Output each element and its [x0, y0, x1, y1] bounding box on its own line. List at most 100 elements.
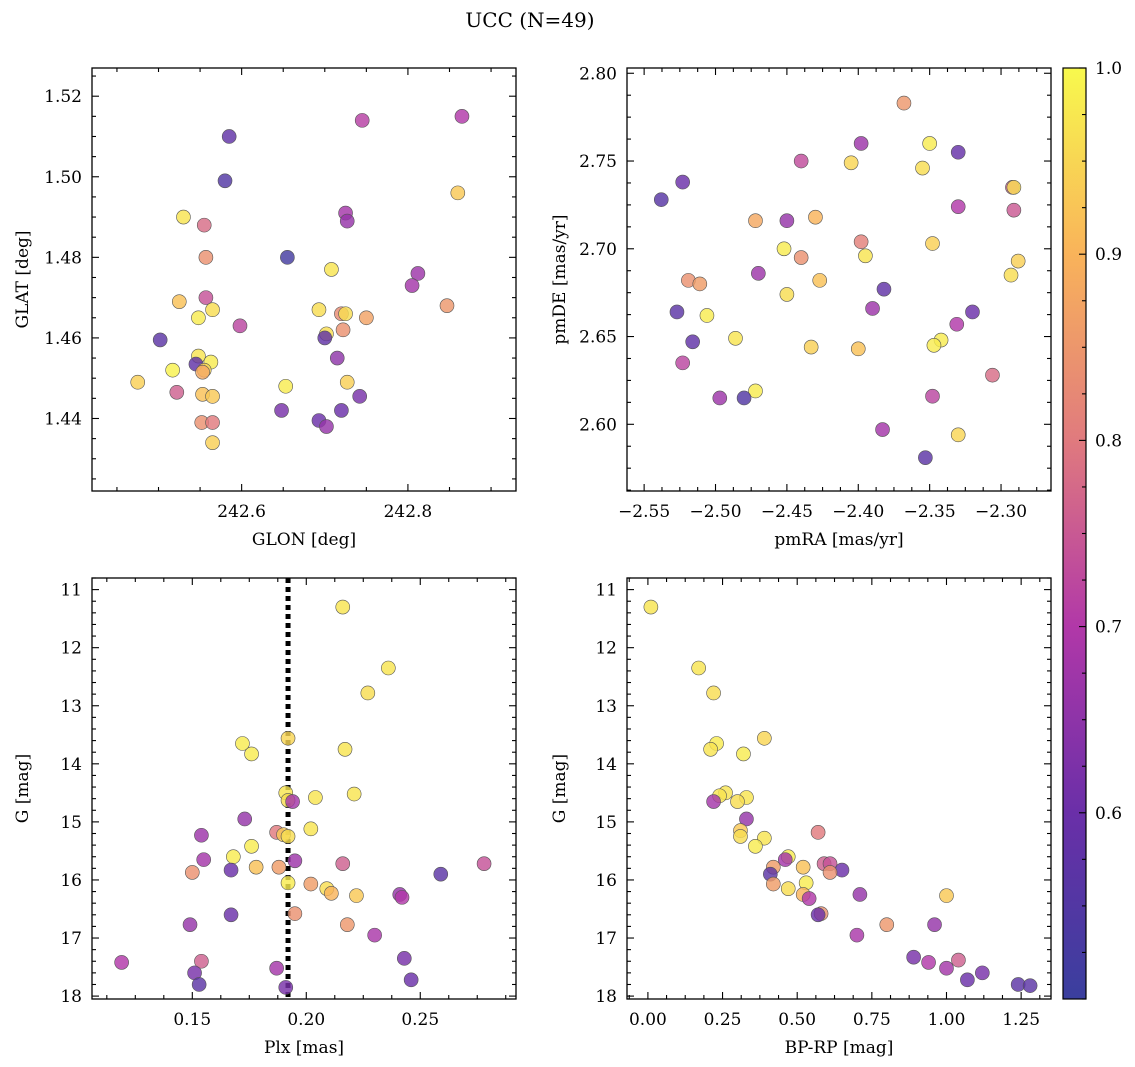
- data-point: [349, 888, 364, 903]
- data-point: [287, 906, 303, 921]
- data-point: [728, 330, 743, 346]
- data-point: [338, 306, 353, 322]
- y-tick-label: 1.50: [44, 168, 82, 188]
- data-point: [965, 304, 980, 320]
- data-point: [337, 742, 353, 757]
- data-point: [278, 378, 294, 394]
- data-point: [205, 435, 220, 450]
- data-point: [925, 236, 940, 251]
- y-axis-label: G [mag]: [13, 754, 33, 823]
- data-point: [381, 660, 396, 676]
- x-tick-label: −2.45: [761, 502, 813, 522]
- data-point: [165, 362, 180, 378]
- x-tick-label: 0.25: [401, 1010, 439, 1030]
- data-point: [865, 301, 880, 316]
- x-tick-label: −2.55: [618, 502, 670, 522]
- data-point: [853, 234, 869, 250]
- data-point: [810, 907, 826, 923]
- data-point: [803, 339, 819, 355]
- data-point: [319, 419, 334, 434]
- panel-4: 0.00 0.25 0.50 0.75 1.00 1.25 11 12 13 14 15 16 17 18…: [550, 577, 1052, 1058]
- colorbar-tick-label: 0.6: [1095, 804, 1122, 824]
- data-point: [439, 298, 455, 313]
- x-tick-label: −2.40: [832, 502, 884, 522]
- data-point: [476, 856, 492, 871]
- data-point: [950, 427, 966, 443]
- y-tick-label: 12: [595, 639, 617, 659]
- data-point: [950, 199, 966, 214]
- data-point: [739, 811, 754, 827]
- data-point: [433, 866, 449, 882]
- data-point: [397, 951, 412, 966]
- data-point: [703, 742, 718, 757]
- data-point: [271, 859, 287, 875]
- data-point: [685, 334, 700, 350]
- x-tick-label: 0.00: [629, 1010, 667, 1030]
- data-point: [346, 786, 362, 802]
- data-point: [130, 374, 146, 390]
- data-point: [692, 276, 708, 292]
- data-point: [1022, 978, 1038, 993]
- data-point: [191, 310, 206, 326]
- y-tick-label: 13: [60, 697, 82, 717]
- data-point: [766, 876, 781, 892]
- data-point: [335, 856, 351, 871]
- data-point: [280, 875, 296, 891]
- x-tick-label: 0.75: [853, 1010, 891, 1030]
- data-point: [329, 350, 345, 366]
- data-point: [403, 972, 419, 988]
- y-tick-label: 2.60: [579, 415, 617, 435]
- data-point: [280, 730, 296, 746]
- data-point: [780, 881, 796, 896]
- data-point: [795, 859, 811, 875]
- data-point: [205, 302, 220, 318]
- y-tick-label: 17: [595, 929, 617, 949]
- data-point: [849, 927, 865, 943]
- y-tick-label: 18: [60, 987, 82, 1007]
- data-point: [926, 338, 942, 353]
- data-point: [169, 384, 185, 400]
- data-point: [918, 450, 933, 465]
- data-point: [850, 341, 866, 357]
- y-axis-label: GLAT [deg]: [13, 230, 33, 328]
- data-point: [896, 95, 912, 111]
- data-point: [303, 876, 319, 892]
- data-point: [324, 262, 339, 277]
- data-point: [198, 250, 214, 265]
- colorbar-tick-label: 0.7: [1095, 618, 1122, 638]
- data-point: [340, 917, 355, 932]
- y-tick-label: 11: [60, 581, 82, 601]
- panel-1-points: [130, 109, 470, 450]
- data-point: [317, 330, 333, 346]
- x-tick-label: 0.50: [778, 1010, 816, 1030]
- x-axis-label: BP-RP [mag]: [785, 1038, 894, 1058]
- data-point: [450, 185, 466, 201]
- data-point: [706, 794, 721, 809]
- data-point: [280, 250, 295, 265]
- data-point: [748, 213, 763, 229]
- data-point: [975, 965, 990, 981]
- colorbar-tick-label: 0.8: [1095, 431, 1122, 451]
- data-point: [748, 838, 763, 854]
- panel-frame: [91, 67, 517, 492]
- data-point: [1006, 202, 1022, 218]
- data-point: [354, 113, 370, 128]
- x-tick-label: 0.15: [173, 1010, 211, 1030]
- data-point: [736, 746, 751, 762]
- y-tick-label: 15: [595, 813, 617, 833]
- data-point: [906, 949, 921, 965]
- data-point: [311, 302, 327, 318]
- y-tick-label: 2.70: [579, 240, 617, 260]
- data-point: [221, 129, 237, 144]
- y-tick-label: 18: [595, 987, 617, 1007]
- data-point: [922, 136, 937, 151]
- data-point: [226, 849, 241, 865]
- data-point: [801, 891, 817, 906]
- x-tick-label: 1.00: [928, 1010, 966, 1030]
- data-point: [852, 887, 868, 902]
- data-point: [939, 960, 954, 976]
- data-point: [810, 825, 826, 840]
- data-point: [114, 955, 129, 970]
- x-axis-label: Plx [mas]: [264, 1038, 344, 1058]
- data-point: [287, 853, 303, 869]
